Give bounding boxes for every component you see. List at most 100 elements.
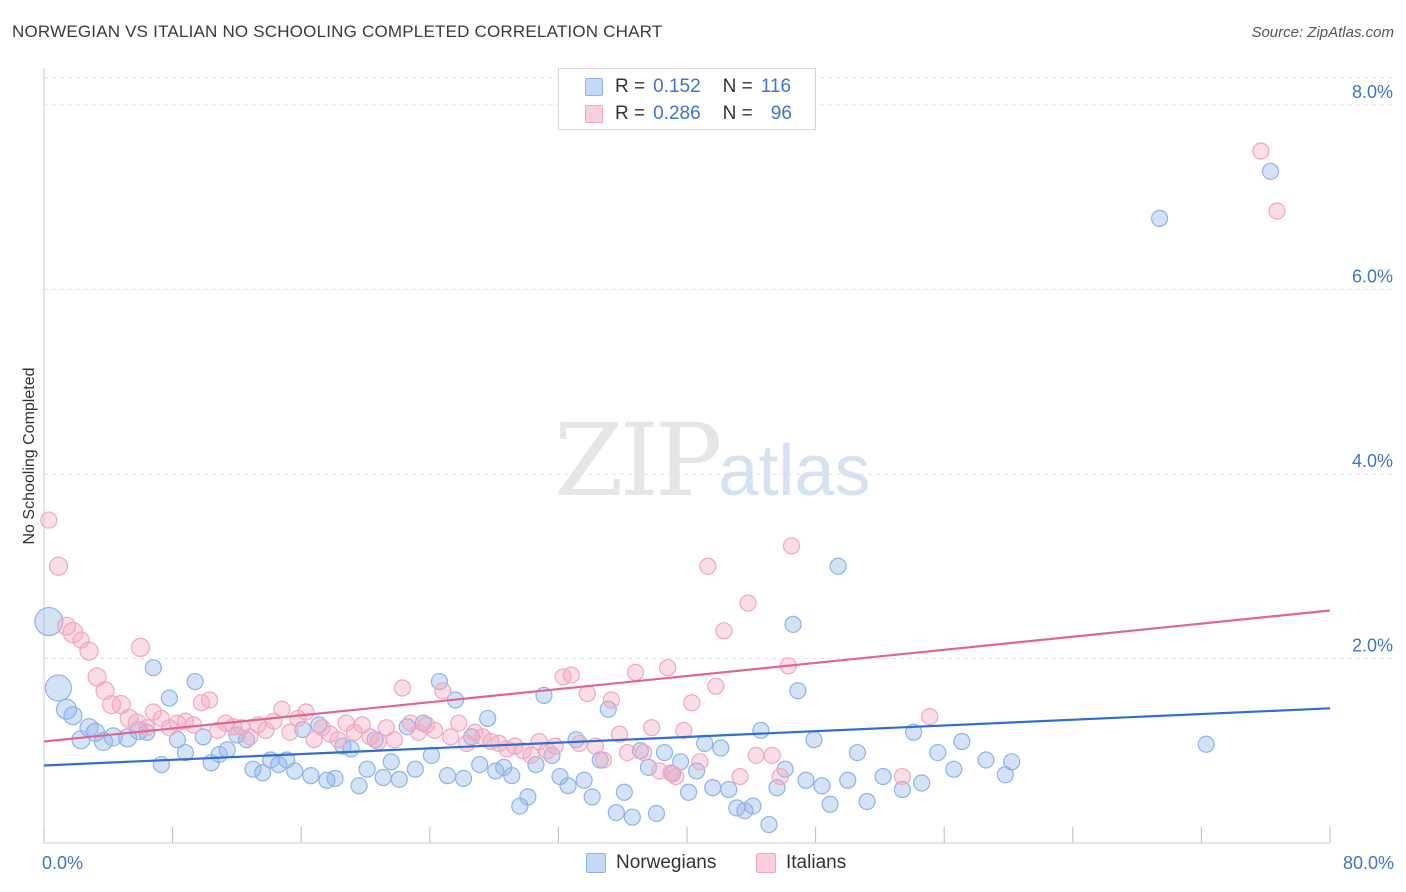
legend-swatch-italians — [585, 105, 603, 123]
point-italians — [691, 753, 709, 771]
watermark: ZIPatlas — [554, 402, 870, 519]
point-norwegians — [688, 762, 706, 780]
point-norwegians — [607, 803, 625, 822]
series-swatch-italians — [756, 853, 776, 873]
point-norwegians — [1261, 162, 1280, 180]
point-italians — [562, 666, 580, 684]
grid-lines — [44, 77, 1392, 659]
series-legend-norwegians: Norwegians — [586, 852, 716, 874]
point-italians — [522, 746, 540, 764]
legend-r-label: R = — [615, 76, 646, 97]
point-norwegians — [286, 762, 304, 780]
legend-n-value: 116 — [760, 76, 792, 97]
point-norwegians — [244, 760, 262, 778]
point-norwegians — [583, 788, 601, 806]
point-italians — [393, 679, 412, 697]
chart-title: NORWEGIAN VS ITALIAN NO SCHOOLING COMPLE… — [12, 22, 663, 41]
point-norwegians — [829, 557, 847, 575]
point-italians — [241, 728, 259, 746]
point-norwegians — [615, 783, 633, 801]
point-italians — [79, 641, 99, 661]
point-norwegians — [63, 706, 83, 726]
trend-line-norwegians — [43, 707, 1331, 767]
point-italians — [138, 719, 156, 737]
point-norwegians — [382, 753, 400, 771]
point-norwegians — [996, 766, 1014, 784]
point-italians — [506, 737, 524, 755]
point-norwegians — [479, 709, 497, 728]
point-italians — [1252, 142, 1270, 160]
point-norwegians — [422, 746, 441, 764]
point-italians — [385, 731, 404, 749]
stats-legend: R = 0.152 N = 116 R = 0.286 N = 96 — [558, 68, 816, 130]
x-tick-label-min: 0.0% — [42, 853, 83, 873]
point-norwegians — [623, 808, 641, 826]
y-tick-label: 6.0% — [1352, 266, 1393, 286]
point-norwegians — [543, 746, 561, 764]
point-norwegians — [559, 777, 577, 795]
point-italians — [594, 751, 613, 769]
point-norwegians — [218, 741, 236, 759]
point-italians — [546, 737, 564, 755]
point-norwegians — [326, 769, 344, 788]
legend-r-value: 0.286 — [653, 103, 701, 124]
point-norwegians — [350, 777, 368, 795]
point-norwegians — [797, 771, 815, 789]
point-norwegians — [144, 659, 162, 677]
y-tick-label: 8.0% — [1352, 82, 1393, 102]
y-axis-label: No Schooling Completed — [21, 367, 38, 545]
point-italians — [329, 731, 347, 749]
point-norwegians — [471, 755, 489, 774]
series-label-norwegians: Norwegians — [616, 852, 717, 873]
point-italians — [570, 734, 588, 752]
legend-row-norwegians: R = 0.152 N = 116 — [585, 75, 791, 99]
legend-n-value: 96 — [770, 103, 792, 124]
tick-labels: 2.0% 4.0% 6.0% 8.0% 0.0% 80.0% — [42, 82, 1394, 873]
point-italians — [626, 663, 645, 681]
point-norwegians — [704, 779, 722, 797]
point-italians — [281, 723, 299, 741]
point-italians — [450, 714, 468, 732]
series-swatch-norwegians — [586, 853, 606, 873]
point-norwegians — [712, 739, 730, 757]
point-italians — [578, 684, 596, 703]
point-norwegians — [519, 788, 537, 806]
point-italians — [176, 712, 195, 730]
point-italians — [782, 537, 801, 555]
point-italians — [618, 743, 637, 762]
point-italians — [715, 622, 733, 640]
x-tick-label-max: 80.0% — [1343, 853, 1394, 873]
point-italians — [683, 694, 701, 712]
point-norwegians — [160, 689, 178, 707]
point-norwegians — [784, 615, 802, 633]
point-norwegians — [302, 767, 320, 785]
point-norwegians — [503, 767, 521, 785]
point-norwegians — [848, 743, 866, 762]
point-italians — [200, 691, 219, 709]
point-italians — [893, 767, 912, 786]
point-norwegians — [768, 779, 786, 797]
point-norwegians — [813, 777, 831, 795]
point-italians — [771, 767, 789, 786]
point-norwegians — [454, 769, 473, 788]
legend-row-italians: R = 0.286 N = 96 — [585, 102, 792, 126]
trend-lines — [43, 609, 1331, 767]
point-italians — [361, 728, 379, 746]
point-norwegians — [254, 764, 272, 782]
point-norwegians — [953, 732, 971, 751]
point-norwegians — [430, 672, 449, 691]
point-norwegians — [839, 771, 857, 789]
point-norwegians — [858, 792, 876, 811]
point-italians — [739, 594, 757, 612]
point-italians — [659, 659, 677, 677]
point-norwegians — [720, 780, 738, 799]
point-norwegians — [680, 783, 698, 801]
point-norwegians — [760, 815, 778, 834]
point-norwegians — [905, 723, 923, 741]
point-norwegians — [736, 802, 754, 820]
point-norwegians — [270, 755, 288, 774]
point-norwegians — [358, 760, 376, 778]
point-norwegians — [647, 804, 666, 823]
point-italians — [731, 767, 749, 786]
point-norwegians — [406, 760, 424, 778]
